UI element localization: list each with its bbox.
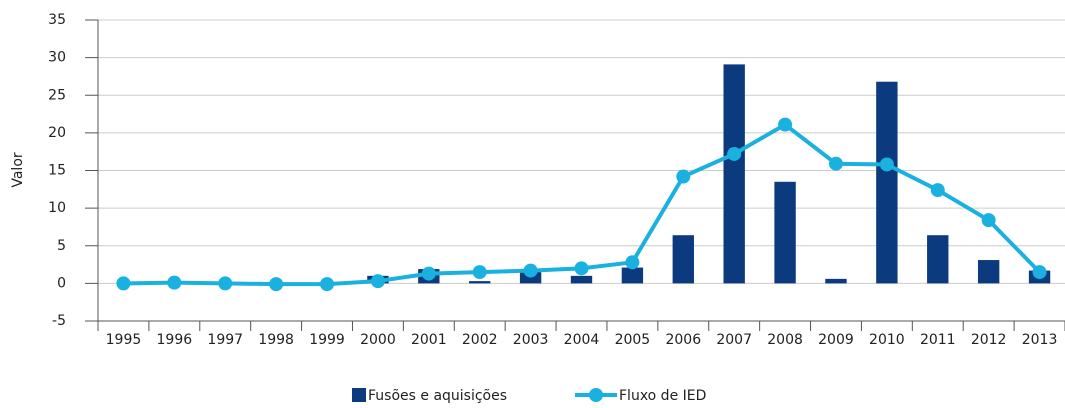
x-tick-label: 2000 — [360, 332, 396, 348]
bar — [825, 278, 847, 284]
point — [269, 277, 284, 292]
legend-swatch — [352, 388, 366, 402]
legend-swatch — [589, 388, 603, 402]
point — [879, 157, 894, 172]
x-tick-label: 2004 — [564, 332, 600, 348]
point — [1032, 265, 1047, 280]
bar — [672, 235, 694, 284]
x-tick-label: 2008 — [767, 332, 803, 348]
x-tick-label: 2013 — [1022, 332, 1058, 348]
legend-label: Fluxo de IED — [619, 388, 706, 404]
bar — [774, 181, 796, 284]
y-tick-label: 20 — [48, 125, 66, 141]
point — [981, 213, 996, 228]
point — [370, 274, 385, 289]
point — [472, 265, 487, 280]
point — [727, 146, 742, 161]
x-tick-label: 1998 — [258, 332, 294, 348]
x-tick-label: 1996 — [157, 332, 193, 348]
bar — [570, 275, 593, 284]
x-tick-label: 2006 — [665, 332, 701, 348]
point — [421, 266, 436, 281]
y-tick-label: 30 — [48, 50, 66, 66]
bar — [977, 260, 1000, 284]
x-tick-label: 2009 — [818, 332, 854, 348]
legend-label: Fusões e aquisições — [368, 388, 507, 404]
point — [828, 156, 843, 171]
x-tick-label: 1995 — [106, 332, 142, 348]
x-tick-label: 2011 — [920, 332, 956, 348]
y-tick-label: 35 — [48, 12, 66, 28]
point — [625, 255, 640, 270]
bar — [469, 281, 491, 284]
x-tick-label: 2005 — [615, 332, 651, 348]
point — [167, 275, 182, 290]
line — [123, 122, 1041, 287]
y-tick-label: 10 — [48, 200, 66, 216]
bar — [927, 235, 949, 284]
y-tick-label: 5 — [57, 238, 66, 254]
point — [116, 276, 131, 291]
x-tick-label: 2002 — [462, 332, 498, 348]
point — [320, 277, 335, 292]
x-tick-label: 2012 — [971, 332, 1007, 348]
bar — [621, 267, 644, 284]
bar — [723, 64, 745, 284]
point — [778, 117, 793, 132]
point — [930, 183, 945, 198]
y-tick-label: 15 — [48, 163, 66, 179]
point — [676, 169, 691, 184]
y-axis-label: Valor — [10, 152, 26, 188]
y-tick-label: 0 — [57, 275, 66, 291]
x-tick-label: 2001 — [411, 332, 447, 348]
x-tick-label: 2007 — [716, 332, 752, 348]
x-tick-label: 1997 — [207, 332, 243, 348]
x-tick-label: 1999 — [309, 332, 345, 348]
y-tick-label: 25 — [48, 87, 66, 103]
point — [218, 276, 233, 291]
y-tick-label: -5 — [52, 313, 66, 329]
x-tick-label: 2010 — [869, 332, 905, 348]
point — [523, 263, 538, 278]
point — [574, 261, 589, 276]
bar — [876, 81, 898, 284]
bar — [519, 272, 542, 284]
x-tick-label: 2003 — [513, 332, 549, 348]
